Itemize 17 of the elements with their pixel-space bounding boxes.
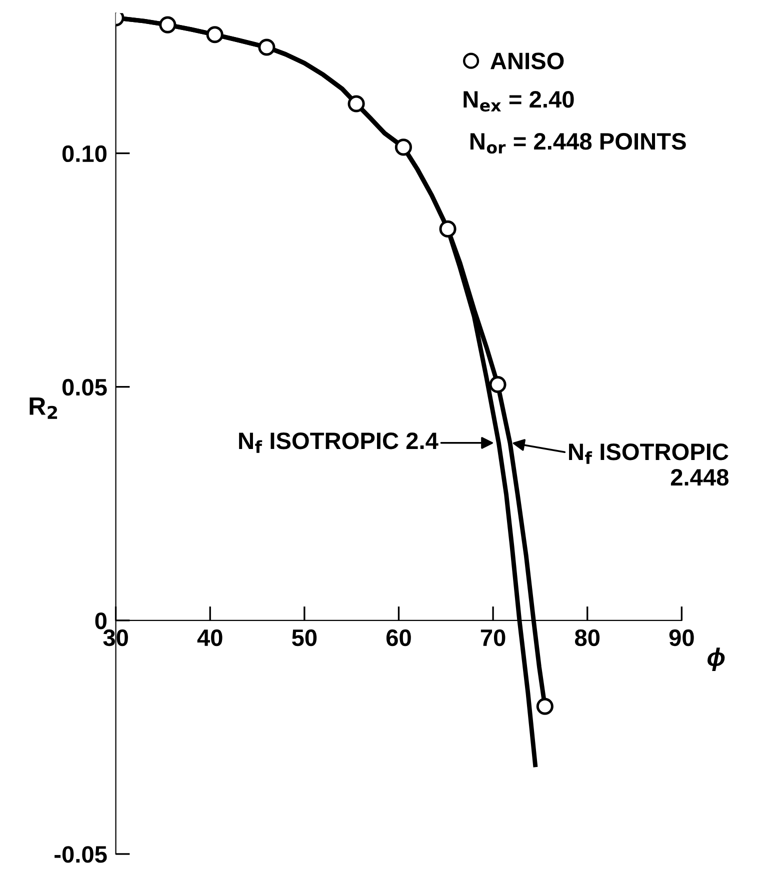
y-tick-label: 0 xyxy=(95,612,106,630)
annotation: N$_{ex}$ = 2.40 xyxy=(464,90,574,112)
x-tick-label: 70 xyxy=(480,629,506,646)
x-axis-title: ϕ xyxy=(708,648,725,671)
y-axis-title: R$_{2}$ xyxy=(30,398,58,419)
y-tick-label: 0.05 xyxy=(62,378,107,396)
x-tick-label: 60 xyxy=(386,629,411,646)
x-tick-label: 90 xyxy=(669,629,694,646)
x-tick-label: 40 xyxy=(197,629,222,646)
y-tick-label: -0.05 xyxy=(54,846,107,863)
y-tick-label: 0.10 xyxy=(62,145,107,162)
x-tick-label: 80 xyxy=(574,629,600,646)
annotation: N$_{f}$ ISOTROPIC 2.448 xyxy=(569,443,728,486)
legend-label: ANISO xyxy=(490,52,564,70)
x-tick-label: 50 xyxy=(292,629,317,646)
annotation: N$_{f}$ ISOTROPIC 2.4 xyxy=(239,432,438,453)
annotation: N$_{or}$ = 2.448 POINTS xyxy=(470,133,686,154)
